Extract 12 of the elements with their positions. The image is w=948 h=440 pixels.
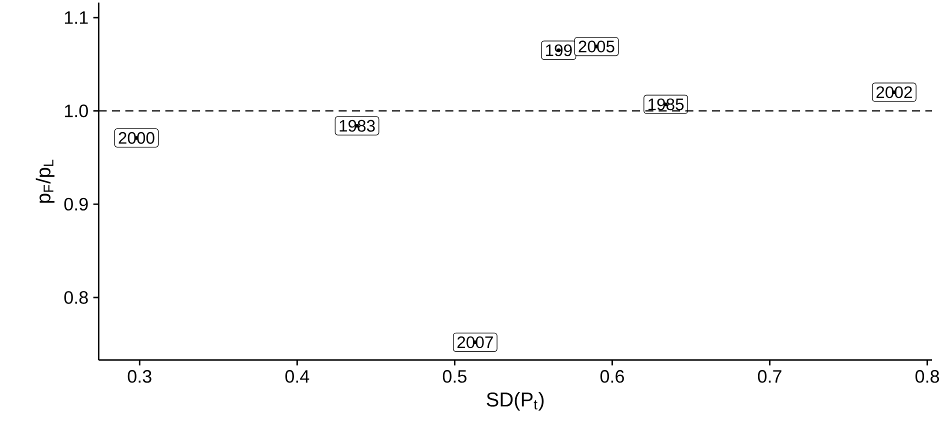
x-tick-label: 0.3	[128, 370, 152, 383]
x-axis-title: SD(P$_{t}$)	[486, 392, 544, 411]
y-tick-label: 1.0	[64, 104, 88, 118]
x-tick-label: 0.8	[915, 370, 940, 383]
y-axis-title: p$_{F}$/p$_{L}$	[36, 160, 54, 203]
y-tick-label: 1.1	[64, 11, 88, 24]
y-tick-label: 0.8	[64, 291, 88, 304]
y-tick-label: 0.9	[64, 198, 88, 211]
x-tick-label: 0.5	[442, 370, 466, 383]
x-tick-label: 0.4	[285, 370, 310, 383]
x-tick-label: 0.7	[758, 370, 782, 383]
x-tick-label: 0.6	[600, 370, 624, 383]
